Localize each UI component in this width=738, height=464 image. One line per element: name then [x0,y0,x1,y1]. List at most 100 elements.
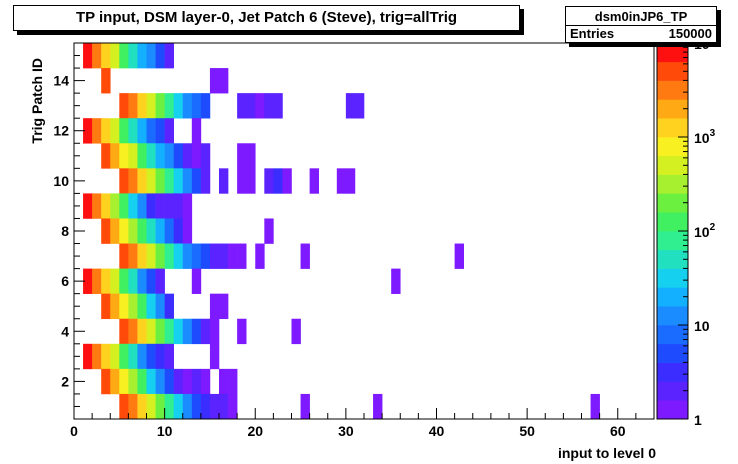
y-tick-label: 8 [61,223,69,239]
heatmap-cell [155,193,165,219]
heatmap-cell [164,393,174,420]
heatmap-cell [119,293,129,320]
heatmap-cell [146,193,156,219]
heatmap-cell [345,93,356,119]
heatmap-cell [173,393,184,420]
heatmap-cell [182,168,193,194]
entries-value: 150000 [668,26,712,41]
palette-swatch [657,287,688,307]
heatmap-cell [119,393,129,420]
heatmap-cell [137,118,147,144]
heatmap-cell [191,118,202,144]
heatmap-cell [128,243,138,269]
heatmap-cell [182,393,193,420]
heatmap-cell [146,268,156,294]
heatmap-cell [182,218,193,244]
heatmap-cell [119,218,129,244]
heatmap-cell [119,343,129,370]
heatmap-cell [200,318,211,345]
x-axis-label: input to level 0 [558,445,656,461]
heatmap-cell [101,293,111,320]
heatmap-cell [119,118,129,144]
heatmap-cell [200,393,211,420]
heatmap-cell [146,118,156,144]
heatmap-cell [173,318,184,345]
heatmap-cell [110,343,120,370]
heatmap-cell [173,143,184,169]
heatmap-cell [83,343,93,370]
heatmap-cell [110,268,120,294]
heatmap-cell [155,318,165,345]
heatmap-cell [336,168,347,194]
stats-box: dsm0inJP6_TP Entries 150000 [565,6,717,43]
heatmap-cell [209,393,220,420]
heatmap-cell [101,218,111,244]
y-tick-label: 2 [61,373,69,389]
heatmap-cell [454,243,464,269]
z-tick-label: 102 [694,222,716,240]
palette-swatch [657,249,688,269]
heatmap-cell [219,293,229,320]
heatmap-cell [101,68,111,94]
heatmap-cell [155,343,165,370]
heatmap-cell [155,393,165,420]
heatmap-cell [137,243,147,269]
heatmap-cell [182,368,193,395]
heatmap-cell [237,243,247,269]
palette-swatch [657,61,688,81]
heatmap-cell [246,93,256,119]
heatmap-cell [137,93,147,119]
heatmap-cell [164,218,174,244]
heatmap-cell [191,168,202,194]
heatmap-cell [209,343,220,370]
heatmap-cell [101,268,111,294]
x-tick-label: 30 [338,423,354,439]
heatmap-cell [137,168,147,194]
heatmap-cell [200,243,211,269]
heatmap-cell [128,218,138,244]
heatmap-cell [191,268,202,294]
heatmap-cell [119,143,129,169]
palette-swatch [657,118,688,138]
palette-swatch [657,137,688,157]
heatmap-cell [246,168,256,194]
heatmap-cell [219,168,229,194]
heatmap-cell [146,243,156,269]
heatmap-cell [164,318,174,345]
heatmap-cell [119,243,129,269]
heatmap-cell [391,268,401,294]
heatmap-cell [92,118,102,144]
heatmap-cell [101,193,111,219]
heatmap-cell [146,393,156,420]
x-tick-label: 60 [610,423,626,439]
heatmap-cell [264,93,274,119]
heatmap-cell [300,243,310,269]
y-tick-label: 6 [61,273,69,289]
heatmap-cell [191,143,202,169]
heatmap-cell [182,93,193,119]
heatmap-cell [173,193,184,219]
heatmap-cell [128,118,138,144]
palette-swatch [657,155,688,175]
heatmap-cell [173,93,184,119]
heatmap-cell [146,143,156,169]
heatmap-cell [137,293,147,320]
heatmap-cell [110,218,120,244]
heatmap-cell [191,368,202,395]
heatmap-cell [164,143,174,169]
x-tick-label: 10 [157,423,173,439]
heatmap-cell [119,368,129,395]
heatmap-cell [101,43,111,69]
heatmap-cell [146,43,156,69]
heatmap-cell [255,93,265,119]
heatmap-cell [110,368,120,395]
y-axis-label: Trig Patch ID [29,58,45,144]
heatmap-cell [146,293,156,320]
x-tick-label: 20 [247,423,263,439]
heatmap-cell [92,343,102,370]
heatmap-cell [182,143,193,169]
heatmap-cell [237,168,247,194]
heatmap-cell [92,268,102,294]
color-palette: 110102103104 [656,34,716,428]
heatmap-cell [110,43,120,69]
